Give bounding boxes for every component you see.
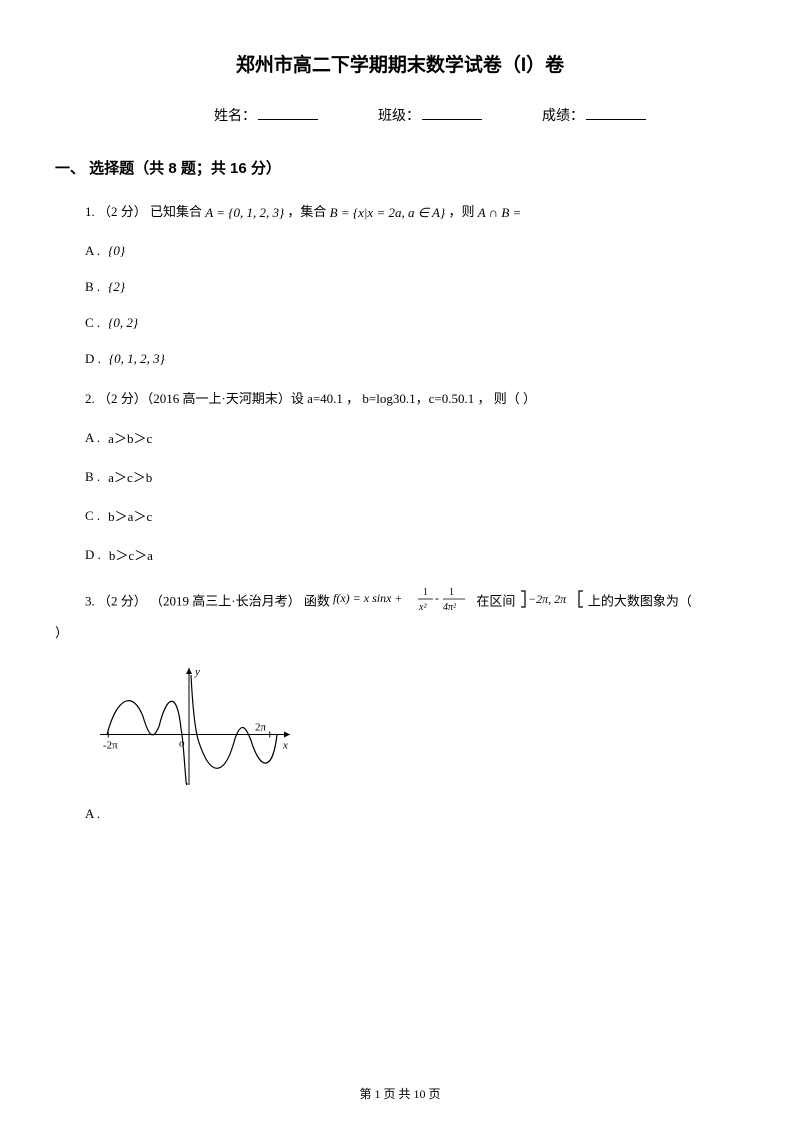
- svg-text:y: y: [194, 666, 200, 678]
- q1-opt-b-val: {2}: [108, 279, 125, 295]
- opt-label-d2: D .: [85, 547, 101, 563]
- svg-text:-2π: -2π: [103, 739, 118, 751]
- q1-mid: ，集合: [287, 204, 326, 219]
- svg-text:x²: x²: [418, 602, 427, 613]
- q3-close: ）: [55, 625, 68, 640]
- opt-label-d: D .: [85, 351, 101, 367]
- q2-opt-c: C . b＞a＞c: [55, 506, 745, 525]
- question-2: 2. （2 分）（2016 高一上·天河期末）设 a=40.1 ， b=log3…: [55, 387, 745, 410]
- page-footer: 第 1 页 共 10 页: [0, 1085, 800, 1102]
- q3-opt-a-label: A .: [55, 806, 745, 822]
- score-label: 成绩：: [542, 105, 584, 125]
- question-3: 3. （2 分） （2019 高三上·长治月考） 函数 f(x) = x sin…: [55, 584, 745, 645]
- q1-opt-d-val: {0, 1, 2, 3}: [109, 351, 165, 367]
- svg-text:-: -: [435, 591, 439, 605]
- q1-opt-a: A . {0}: [55, 243, 745, 259]
- name-underline: [258, 106, 318, 120]
- class-field: 班级：: [378, 105, 482, 125]
- opt-label-a: A .: [85, 243, 100, 259]
- q1-opt-c: C . {0, 2}: [55, 315, 745, 331]
- q3-mid: 在区间: [476, 594, 518, 609]
- opt-label-c: C .: [85, 315, 100, 331]
- svg-text:x: x: [282, 739, 288, 751]
- q1-expr: A ∩ B =: [478, 201, 522, 224]
- q2-opt-b-val: a＞c＞b: [108, 467, 152, 486]
- q3-formula: f(x) = x sinx + 1 x² - 1 4π²: [333, 584, 473, 621]
- opt-label-a2: A .: [85, 430, 100, 446]
- q3-suffix: 上的大数图象为（: [588, 594, 692, 609]
- q3-interval: −2π, 2π: [519, 588, 585, 617]
- name-field: 姓名：: [214, 105, 318, 125]
- header-fields: 姓名： 班级： 成绩：: [55, 105, 745, 125]
- q2-opt-a: A . a＞b＞c: [55, 428, 745, 447]
- svg-text:4π²: 4π²: [443, 602, 457, 613]
- svg-text:f(x) = x sinx +: f(x) = x sinx +: [333, 591, 403, 605]
- question-1: 1. （2 分） 已知集合 A = {0, 1, 2, 3} ，集合 B = {…: [55, 200, 745, 225]
- svg-text:−2π, 2π: −2π, 2π: [528, 592, 567, 606]
- q2-opt-d: D . b＞c＞a: [55, 545, 745, 564]
- opt-label-b: B .: [85, 279, 100, 295]
- q1-opt-c-val: {0, 2}: [108, 315, 138, 331]
- section-heading: 一、 选择题（共 8 题；共 16 分）: [55, 157, 745, 178]
- name-label: 姓名：: [214, 105, 256, 125]
- q1-set-b: B = {x|x = 2a, a ∈ A}: [330, 201, 446, 224]
- q3-chart-a: yxo-2π2π: [55, 663, 745, 798]
- opt-label-b2: B .: [85, 469, 100, 485]
- svg-text:1: 1: [449, 587, 454, 598]
- q3-prefix: 3. （2 分） （2019 高三上·长治月考） 函数: [85, 594, 333, 609]
- class-underline: [422, 106, 482, 120]
- score-field: 成绩：: [542, 105, 646, 125]
- svg-text:2π: 2π: [255, 721, 267, 733]
- score-underline: [586, 106, 646, 120]
- opt-label-c2: C .: [85, 508, 100, 524]
- q1-opt-b: B . {2}: [55, 279, 745, 295]
- q1-opt-a-val: {0}: [108, 243, 125, 259]
- q2-opt-d-val: b＞c＞a: [109, 545, 153, 564]
- q1-suffix: ，则: [448, 204, 474, 219]
- class-label: 班级：: [378, 105, 420, 125]
- q1-set-a: A = {0, 1, 2, 3}: [205, 201, 284, 224]
- q2-opt-a-val: a＞b＞c: [108, 428, 152, 447]
- q1-prefix: 1. （2 分） 已知集合: [85, 204, 202, 219]
- function-graph: yxo-2π2π: [95, 663, 295, 793]
- page-title: 郑州市高二下学期期末数学试卷（I）卷: [55, 50, 745, 77]
- svg-text:1: 1: [423, 587, 428, 598]
- q2-opt-b: B . a＞c＞b: [55, 467, 745, 486]
- q2-opt-c-val: b＞a＞c: [108, 506, 152, 525]
- q1-opt-d: D . {0, 1, 2, 3}: [55, 351, 745, 367]
